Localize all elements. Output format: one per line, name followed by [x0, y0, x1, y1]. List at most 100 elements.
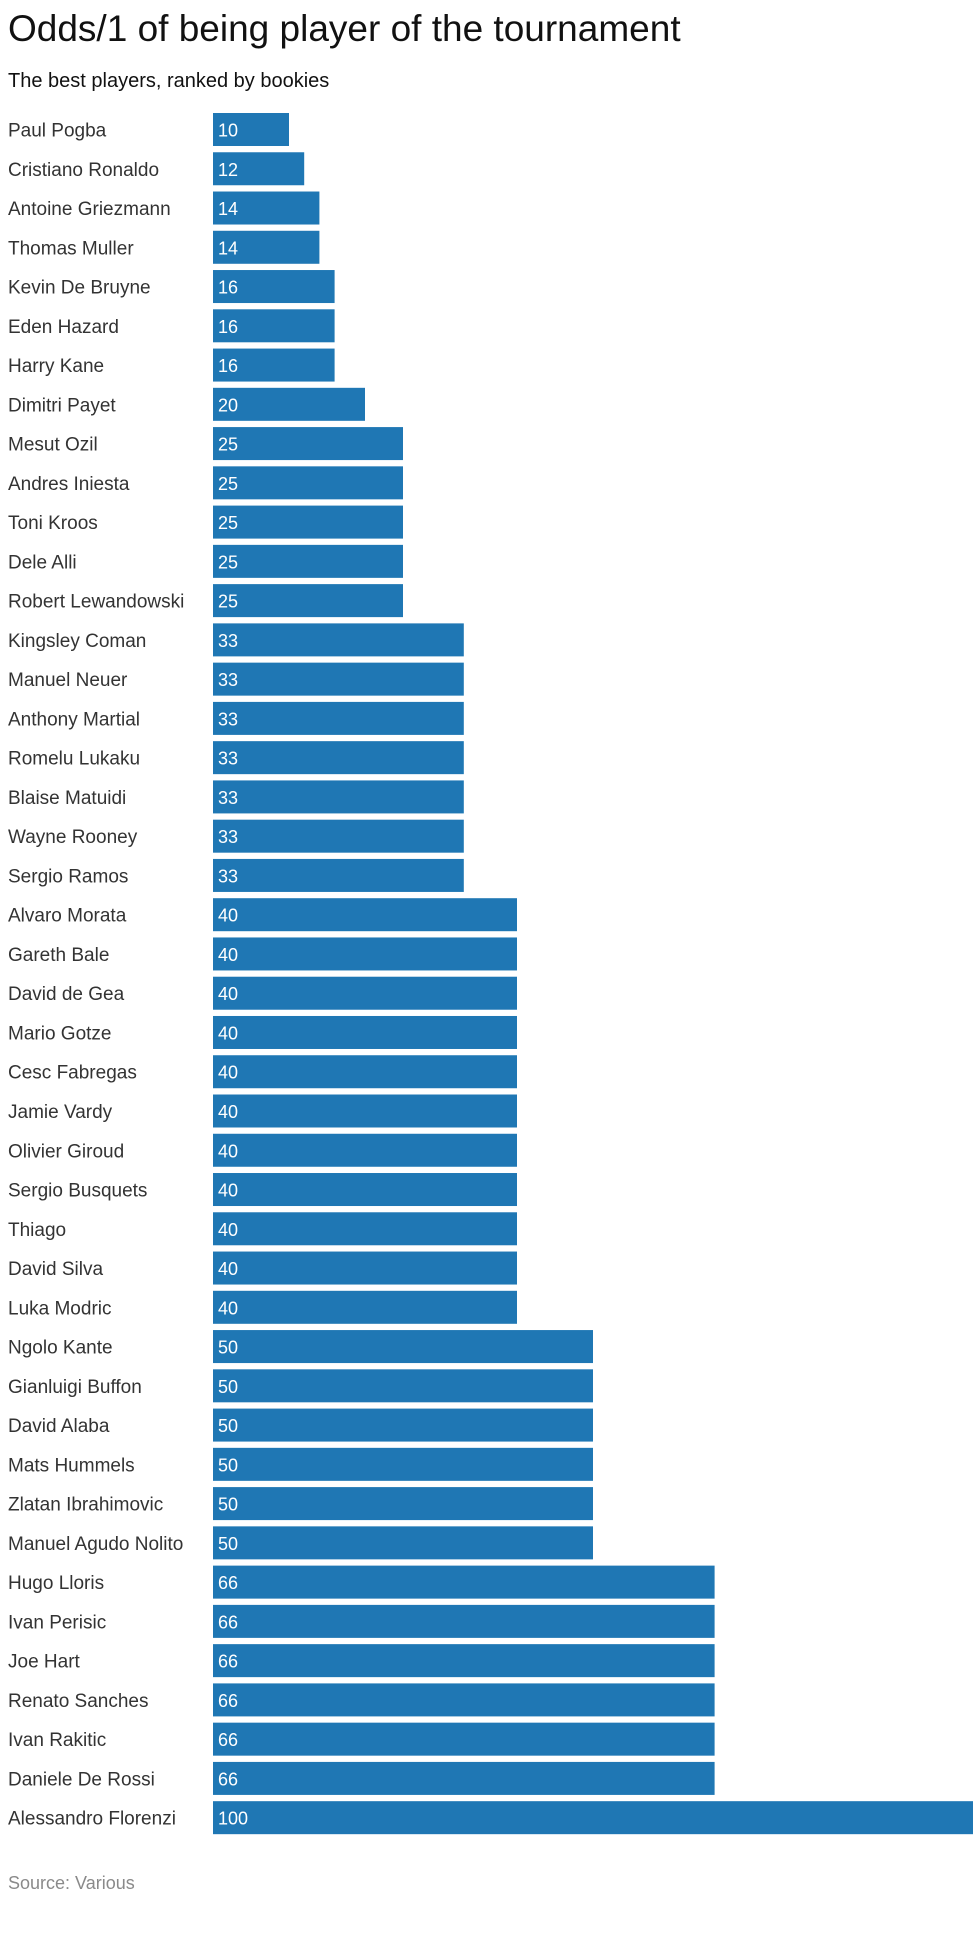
value-label: 16 [218, 278, 238, 298]
category-label: Sergio Busquets [8, 1181, 147, 1202]
value-label: 40 [218, 1102, 238, 1122]
value-label: 100 [218, 1809, 248, 1829]
category-label: Harry Kane [8, 356, 104, 377]
category-label: Romelu Lukaku [8, 749, 140, 770]
category-label: Zlatan Ibrahimovic [8, 1495, 163, 1516]
value-label: 25 [218, 513, 238, 533]
bar [213, 584, 403, 618]
bar [213, 1290, 517, 1324]
value-label: 50 [218, 1495, 238, 1515]
bar [213, 780, 464, 814]
category-label: Cristiano Ronaldo [8, 160, 159, 181]
category-label: Olivier Giroud [8, 1141, 124, 1162]
value-label: 40 [218, 945, 238, 965]
value-label: 33 [218, 788, 238, 808]
value-label: 14 [218, 199, 238, 219]
category-label: Luka Modric [8, 1298, 112, 1319]
category-label: Renato Sanches [8, 1691, 149, 1712]
category-label: Robert Lewandowski [8, 592, 184, 613]
value-label: 66 [218, 1730, 238, 1750]
value-label: 66 [218, 1612, 238, 1632]
bar [213, 1604, 715, 1638]
value-label: 33 [218, 827, 238, 847]
category-label: Hugo Lloris [8, 1573, 104, 1594]
bar [213, 1055, 517, 1089]
value-label: 20 [218, 395, 238, 415]
value-label: 40 [218, 1259, 238, 1279]
category-label: Anthony Martial [8, 709, 140, 730]
bar [213, 976, 517, 1010]
category-label: Mats Hummels [8, 1455, 135, 1476]
bar [213, 819, 464, 853]
category-label: Joe Hart [8, 1652, 81, 1673]
category-label: Dimitri Payet [8, 395, 116, 416]
bar [213, 1015, 517, 1049]
category-label: Cesc Fabregas [8, 1063, 137, 1084]
bar [213, 662, 464, 696]
value-label: 50 [218, 1455, 238, 1475]
category-label: Ivan Rakitic [8, 1730, 106, 1751]
bar [213, 1761, 715, 1795]
category-label: Ivan Perisic [8, 1612, 106, 1633]
value-label: 40 [218, 1141, 238, 1161]
bar [213, 466, 403, 500]
category-label: Antoine Griezmann [8, 199, 171, 220]
category-label: Dele Alli [8, 552, 77, 573]
value-label: 10 [218, 121, 238, 141]
bar [213, 387, 365, 421]
category-label: Gianluigi Buffon [8, 1377, 142, 1398]
bar [213, 623, 464, 657]
bar [213, 741, 464, 775]
category-label: Mario Gotze [8, 1023, 111, 1044]
category-label: Thiago [8, 1220, 66, 1241]
category-label: Thomas Muller [8, 238, 134, 259]
value-label: 40 [218, 984, 238, 1004]
value-label: 33 [218, 709, 238, 729]
category-label: Toni Kroos [8, 513, 98, 534]
bar [213, 152, 305, 186]
bar [213, 701, 464, 735]
value-label: 66 [218, 1691, 238, 1711]
value-label: 40 [218, 906, 238, 926]
category-label: Wayne Rooney [8, 827, 138, 848]
chart-title: Odds/1 of being player of the tournament [8, 8, 681, 49]
bar [213, 1173, 517, 1207]
category-label: Jamie Vardy [8, 1102, 113, 1123]
category-label: Alessandro Florenzi [8, 1809, 176, 1830]
category-label: Mesut Ozil [8, 435, 98, 456]
value-label: 25 [218, 552, 238, 572]
bar [213, 309, 335, 343]
bar [213, 191, 320, 225]
category-label: Andres Iniesta [8, 474, 130, 495]
value-label: 33 [218, 670, 238, 690]
value-label: 12 [218, 160, 238, 180]
bar [213, 1330, 593, 1364]
value-label: 25 [218, 474, 238, 494]
category-label: Daniele De Rossi [8, 1769, 155, 1790]
value-label: 33 [218, 749, 238, 769]
value-label: 25 [218, 592, 238, 612]
bar [213, 113, 289, 146]
bar [213, 1565, 715, 1599]
category-label: Alvaro Morata [8, 906, 127, 927]
value-label: 16 [218, 356, 238, 376]
category-label: Kevin De Bruyne [8, 278, 151, 299]
category-label: Gareth Bale [8, 945, 109, 966]
category-label: David Alaba [8, 1416, 110, 1437]
bar [213, 1722, 715, 1756]
bar [213, 348, 335, 382]
bar [213, 1644, 715, 1678]
value-label: 40 [218, 1298, 238, 1318]
bar [213, 1133, 517, 1167]
value-label: 40 [218, 1181, 238, 1201]
bar [213, 1801, 973, 1835]
bar [213, 858, 464, 892]
bar [213, 270, 335, 304]
value-label: 40 [218, 1063, 238, 1083]
bar [213, 1683, 715, 1717]
category-label: Kingsley Coman [8, 631, 146, 652]
bar [213, 1369, 593, 1403]
value-label: 50 [218, 1534, 238, 1554]
category-label: David Silva [8, 1259, 103, 1280]
